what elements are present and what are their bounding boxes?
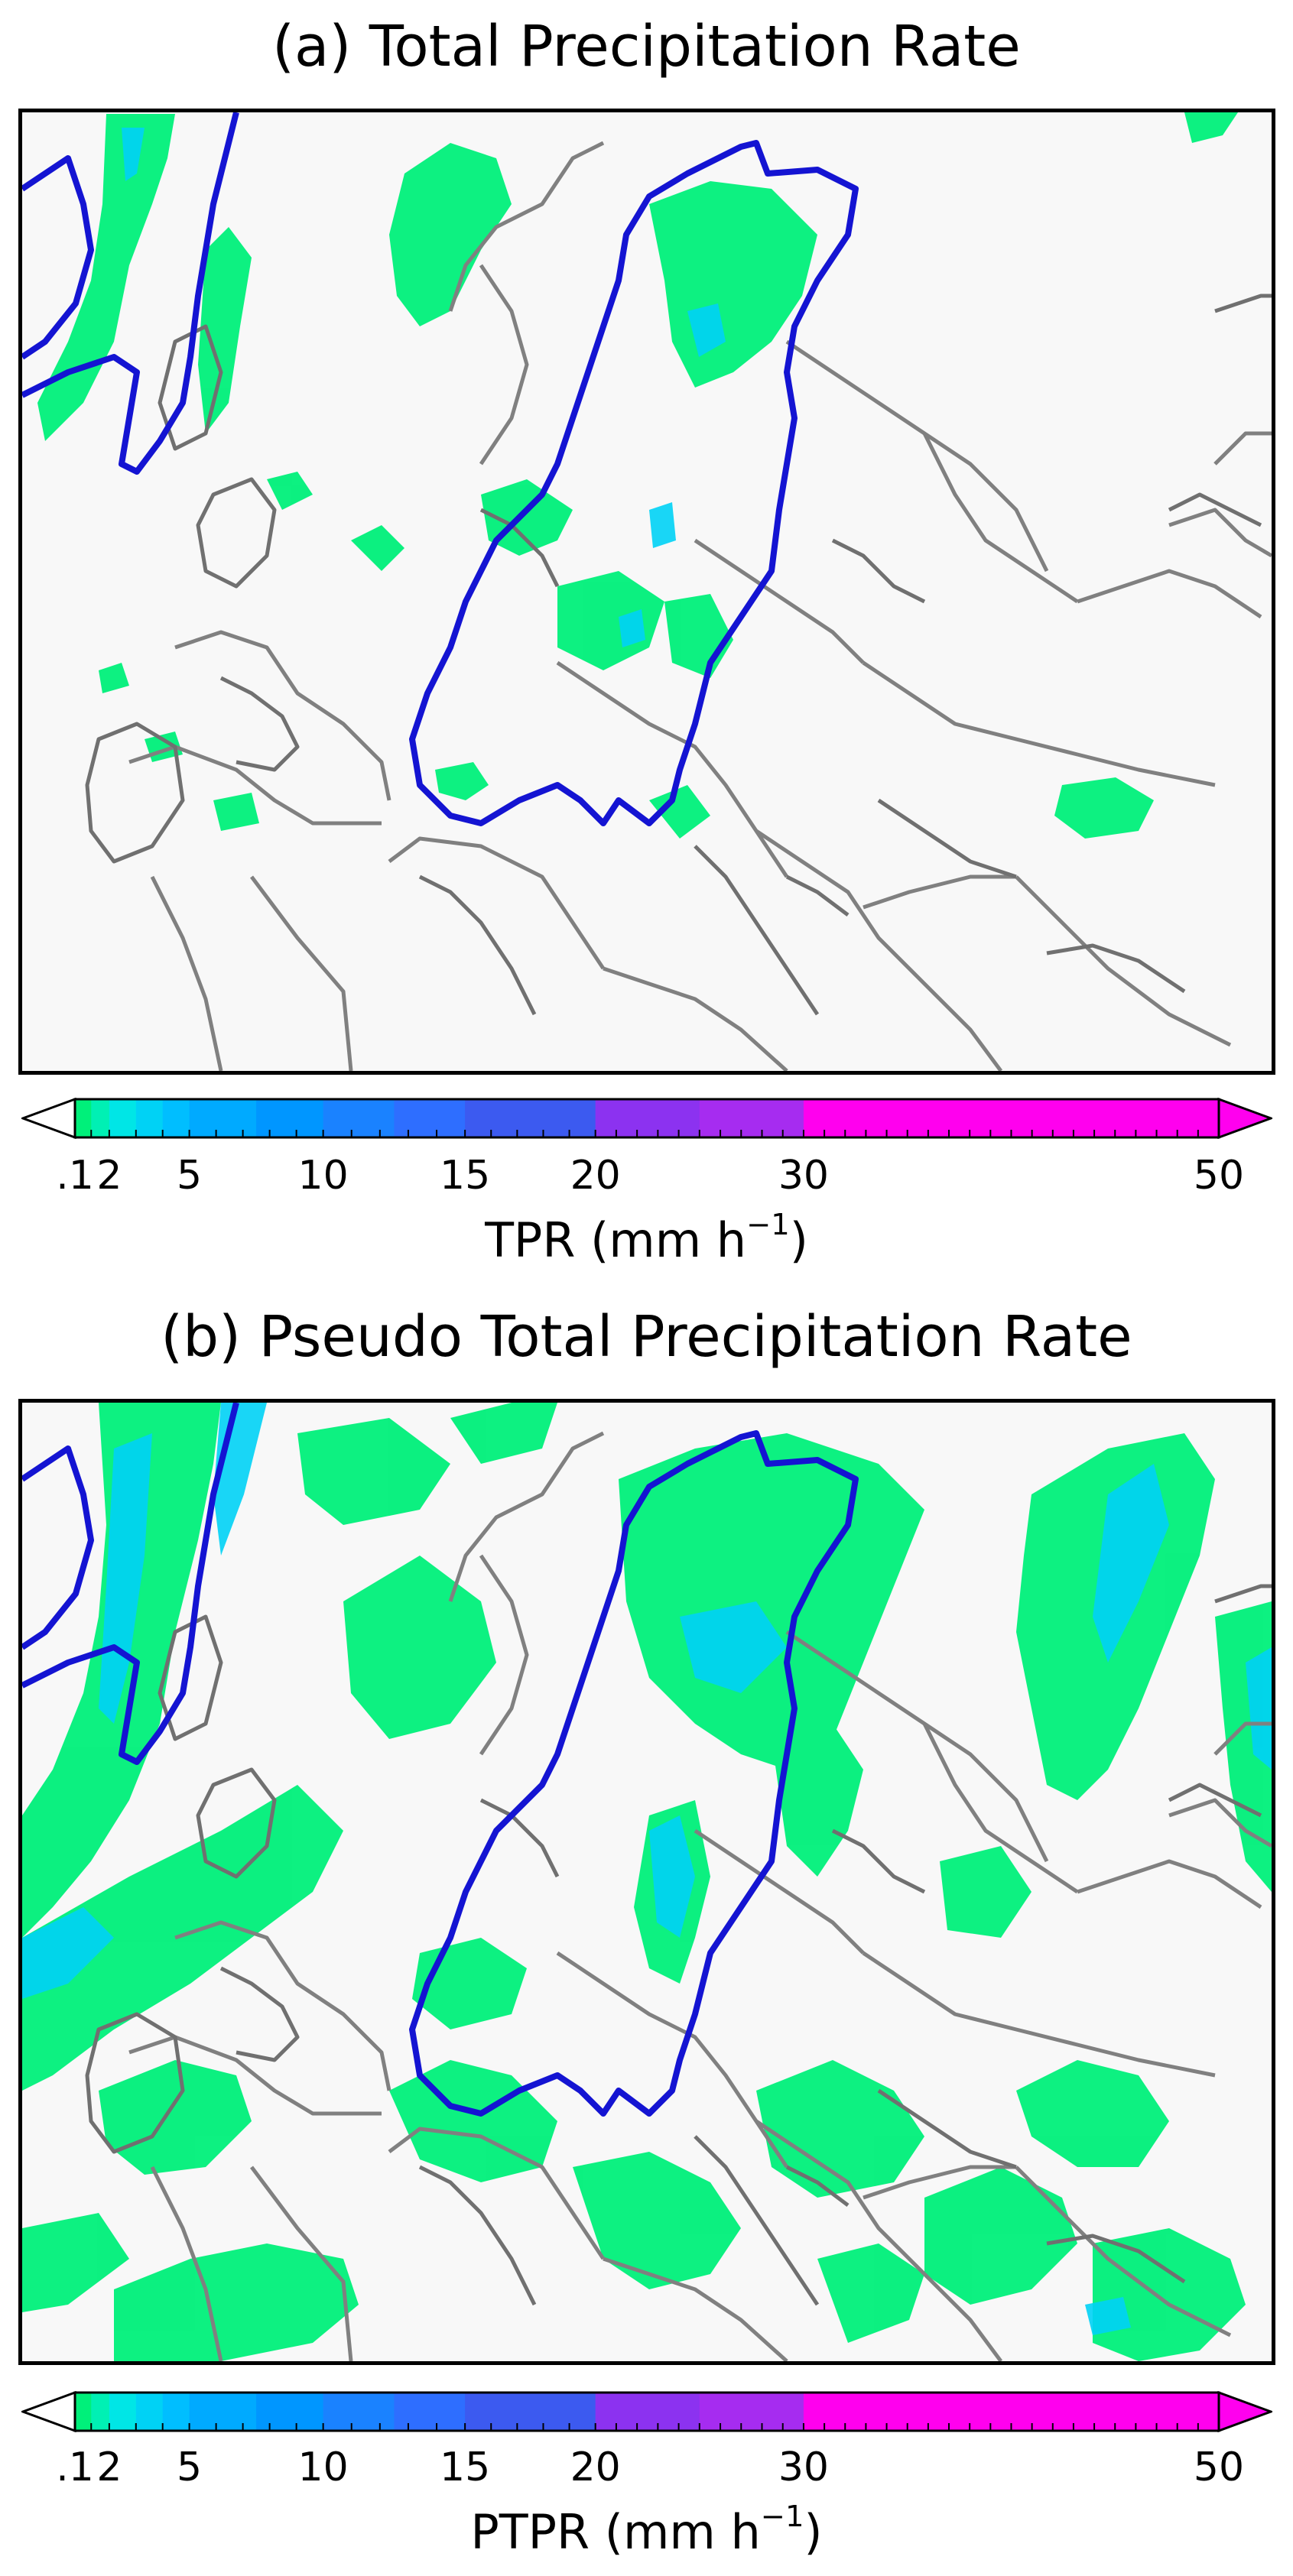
coastlines — [85, 294, 1272, 1016]
panel-b-map — [18, 1399, 1275, 2365]
colorbar-tick-label: .1 — [56, 2445, 94, 2490]
colorbar-tick-label: 5 — [177, 2445, 203, 2490]
colorbar-bin — [323, 1099, 395, 1137]
colorbar-tick-label: 20 — [570, 1153, 621, 1199]
country-borders — [128, 1431, 1272, 2361]
colorbar-bin — [91, 1099, 110, 1137]
domain-outline-west — [22, 155, 94, 360]
cb-label-close: ) — [789, 1212, 808, 1268]
panel-a-title: (a) Total Precipitation Rate — [272, 14, 1021, 79]
cb-label-text: TPR (mm h — [485, 1212, 747, 1268]
cb-label-exponent: −1 — [746, 1208, 790, 1242]
coastlines — [85, 1584, 1272, 2306]
country-borders — [128, 141, 1272, 1071]
domain-outline — [409, 140, 859, 826]
colorbar-frame — [73, 2391, 1220, 2432]
colorbar-bin — [394, 1099, 466, 1137]
colorbar-bin — [699, 2393, 804, 2431]
panel-b-colorbar-label: PTPR (mm h−1) — [0, 2500, 1293, 2560]
panel-b-title: (b) Pseudo Total Precipitation Rate — [161, 1304, 1132, 1370]
colorbar-bin — [465, 1099, 596, 1137]
domain-outline-west-2 — [22, 1403, 239, 1765]
colorbar-bin — [135, 1099, 164, 1137]
panel-a-map — [18, 109, 1275, 1075]
moderate-precip-cells — [122, 128, 726, 647]
colorbar-bin — [189, 2393, 257, 2431]
colorbar-bin — [256, 2393, 324, 2431]
colorbar-bin — [109, 2393, 137, 2431]
domain-outline — [409, 1430, 859, 2117]
precipitation-field — [22, 1403, 1272, 2361]
colorbar-bin — [256, 1099, 324, 1137]
colorbar-tick-label: 15 — [440, 1153, 491, 1199]
colorbar-over-arrow — [1217, 2391, 1272, 2432]
colorbar-tick-label: 10 — [297, 1153, 349, 1199]
panel-b-colorbar-ticks: .1 2 5 10 15 20 30 50 — [0, 2445, 1293, 2498]
colorbar-bin — [595, 1099, 700, 1137]
colorbar-bin — [699, 1099, 804, 1137]
colorbar-under-arrow — [21, 1098, 76, 1139]
colorbar-bin — [323, 2393, 395, 2431]
colorbar-tick-label: 50 — [1193, 2445, 1245, 2490]
colorbar-tick-label: 20 — [570, 2445, 621, 2490]
colorbar-frame — [73, 1098, 1220, 1139]
cb-label-text: PTPR (mm h — [470, 2503, 761, 2560]
colorbar-bin — [162, 1099, 190, 1137]
colorbar-tick-label: .1 — [56, 1153, 94, 1199]
colorbar-tick-label: 10 — [297, 2445, 349, 2490]
colorbar-tick-label: 30 — [778, 1153, 830, 1199]
colorbar-under-arrow — [21, 2391, 76, 2432]
colorbar-tick-label: 30 — [778, 2445, 830, 2490]
colorbar-bin — [91, 2393, 110, 2431]
colorbar-bin — [595, 2393, 700, 2431]
colorbar-bin — [75, 1099, 92, 1137]
colorbar-tick-label: 2 — [96, 1153, 122, 1199]
colorbar-tick-label: 50 — [1193, 1153, 1245, 1199]
cb-label-close: ) — [804, 2503, 823, 2560]
panel-a-colorbar-ticks: .1 2 5 10 15 20 30 50 — [0, 1153, 1293, 1206]
colorbar-bin — [394, 2393, 466, 2431]
moderate-precip-cells — [22, 1403, 1272, 2335]
panel-a-colorbar — [21, 1098, 1272, 1139]
colorbar-bin — [189, 1099, 257, 1137]
colorbar-bin — [109, 1099, 137, 1137]
panel-b-colorbar — [21, 2391, 1272, 2432]
colorbar-bin — [75, 2393, 92, 2431]
colorbar-over-arrow — [1217, 1098, 1272, 1139]
colorbar-tick-label: 15 — [440, 2445, 491, 2490]
cb-label-exponent: −1 — [760, 2500, 804, 2534]
panel-a-colorbar-label: TPR (mm h−1) — [0, 1208, 1293, 1268]
colorbar-tick-label: 2 — [96, 2445, 122, 2490]
domain-outline-west — [22, 1445, 94, 1650]
colorbar-bin — [162, 2393, 190, 2431]
colorbar-bin — [465, 2393, 596, 2431]
colorbar-tick-label: 5 — [177, 1153, 203, 1199]
domain-outline-west-2 — [22, 112, 239, 475]
colorbar-bin — [135, 2393, 164, 2431]
